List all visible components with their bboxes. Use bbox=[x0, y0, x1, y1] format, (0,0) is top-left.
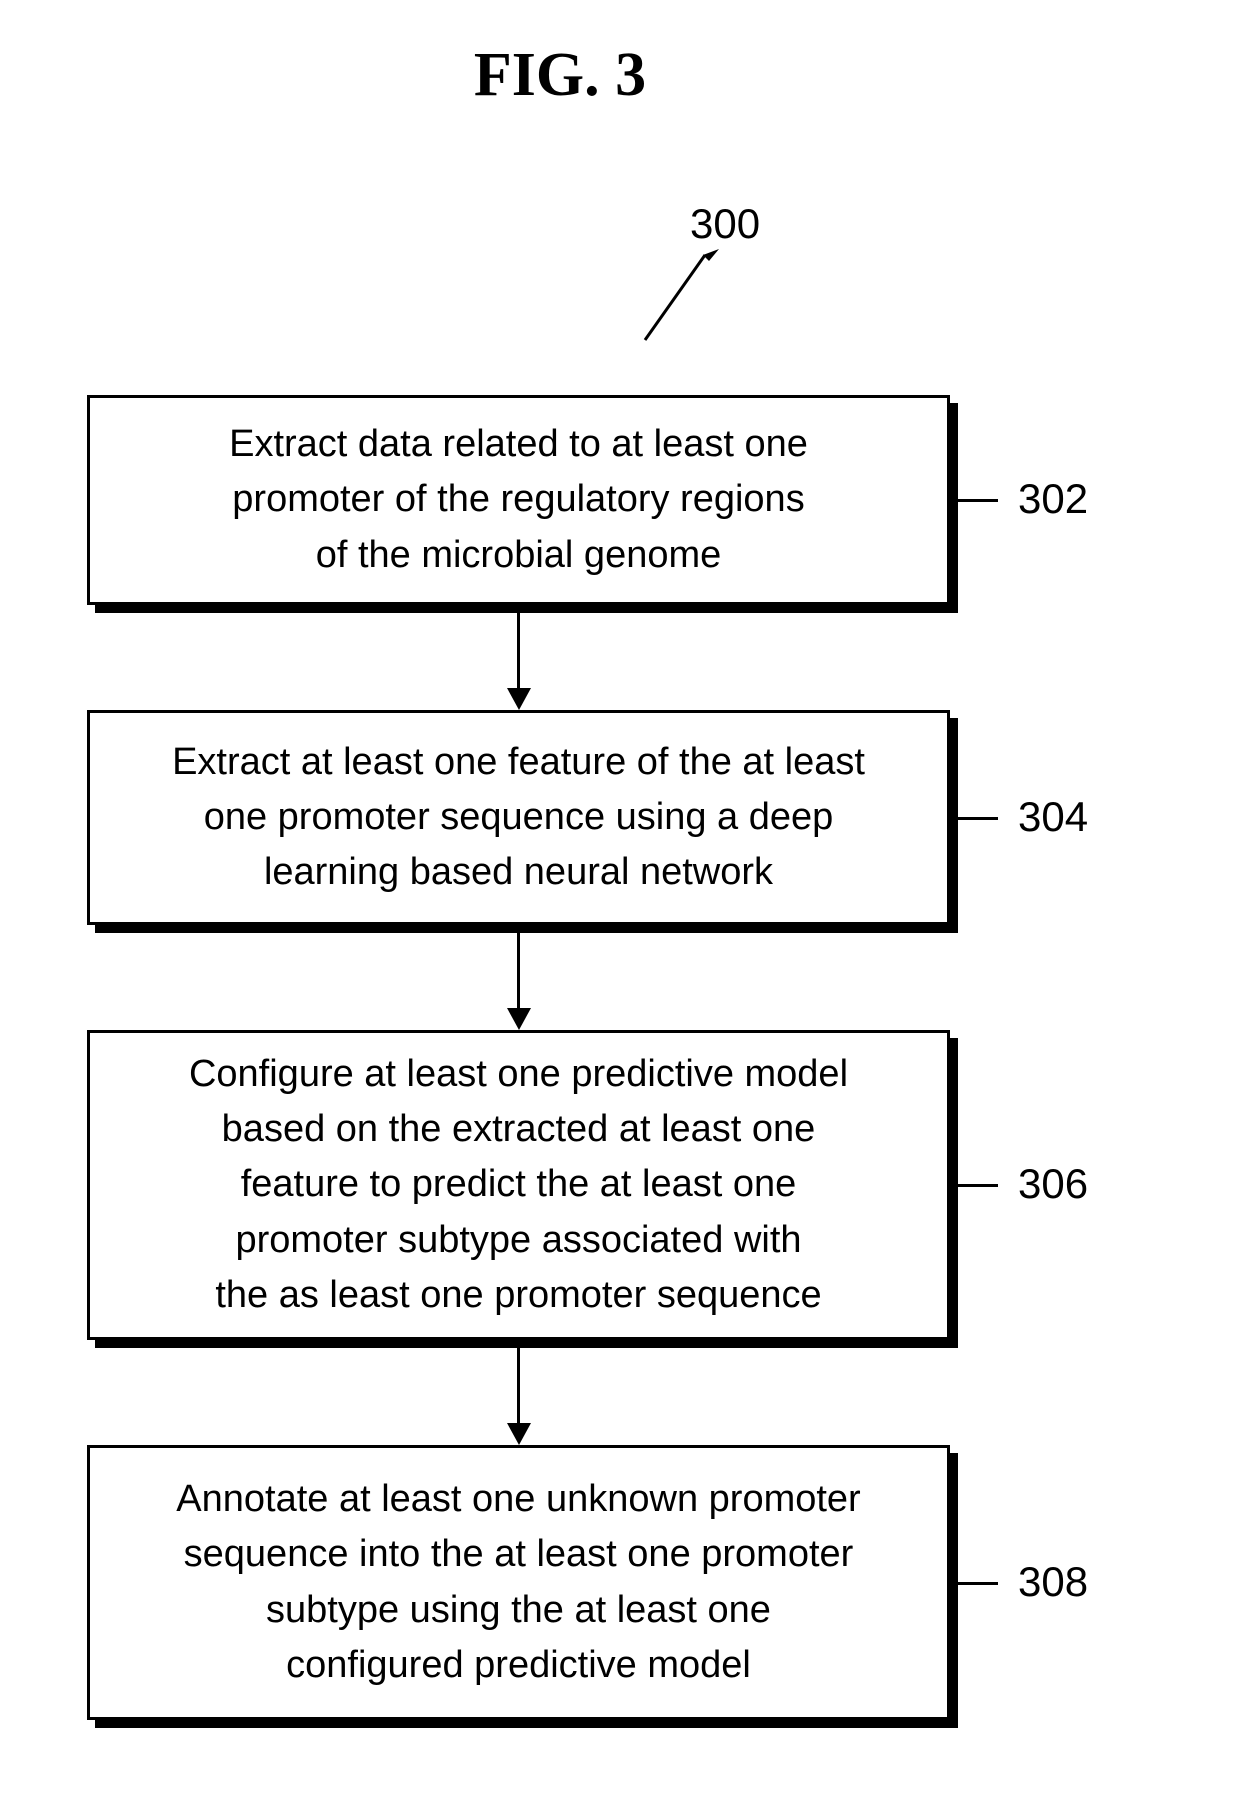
arrow-head-icon bbox=[507, 1423, 531, 1445]
arrow-line bbox=[517, 933, 520, 1010]
box-shadow-right bbox=[950, 403, 958, 613]
box-shadow-right bbox=[950, 1038, 958, 1348]
arrow-line bbox=[517, 613, 520, 690]
flow-step-label-304: 304 bbox=[1018, 793, 1088, 841]
box-shadow-right bbox=[950, 1453, 958, 1728]
flow-step-306: Configure at least one predictive model … bbox=[87, 1030, 950, 1340]
arrow-line bbox=[517, 1348, 520, 1425]
figure-title: FIG. 3 bbox=[385, 40, 735, 111]
flow-step-text: Extract data related to at least one pro… bbox=[229, 417, 808, 582]
label-tick bbox=[958, 1582, 998, 1585]
flow-step-308: Annotate at least one unknown promoter s… bbox=[87, 1445, 950, 1720]
arrow-head-icon bbox=[507, 688, 531, 710]
box-shadow-bottom bbox=[95, 605, 958, 613]
box-shadow-bottom bbox=[95, 925, 958, 933]
box-shadow-bottom bbox=[95, 1720, 958, 1728]
label-tick bbox=[958, 817, 998, 820]
flow-step-label-306: 306 bbox=[1018, 1160, 1088, 1208]
label-tick bbox=[958, 1184, 998, 1187]
flow-step-label-308: 308 bbox=[1018, 1558, 1088, 1606]
pointer-300-label: 300 bbox=[690, 200, 760, 248]
label-tick bbox=[958, 499, 998, 502]
flow-step-text: Extract at least one feature of the at l… bbox=[172, 735, 865, 900]
flow-step-text: Annotate at least one unknown promoter s… bbox=[176, 1472, 860, 1692]
box-shadow-bottom bbox=[95, 1340, 958, 1348]
flow-step-304: Extract at least one feature of the at l… bbox=[87, 710, 950, 925]
flow-step-302: Extract data related to at least one pro… bbox=[87, 395, 950, 605]
box-shadow-right bbox=[950, 718, 958, 933]
flow-step-label-302: 302 bbox=[1018, 475, 1088, 523]
arrow-head-icon bbox=[507, 1008, 531, 1030]
flow-step-text: Configure at least one predictive model … bbox=[189, 1047, 848, 1322]
